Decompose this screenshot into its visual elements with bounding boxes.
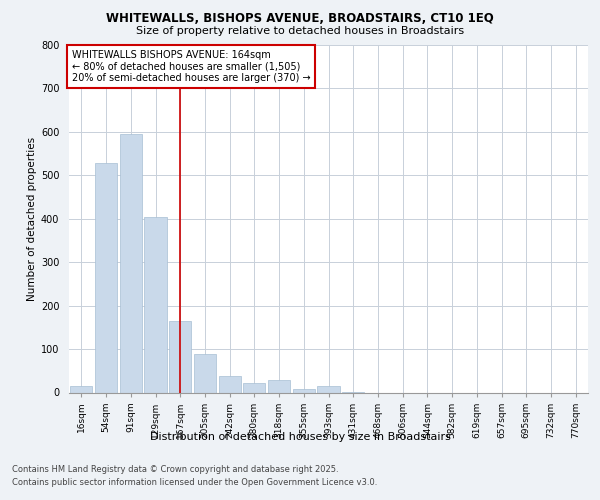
Bar xyxy=(70,386,92,392)
Bar xyxy=(293,390,315,392)
Bar xyxy=(317,386,340,392)
Bar xyxy=(95,163,117,392)
Text: WHITEWALLS, BISHOPS AVENUE, BROADSTAIRS, CT10 1EQ: WHITEWALLS, BISHOPS AVENUE, BROADSTAIRS,… xyxy=(106,12,494,26)
Text: Contains public sector information licensed under the Open Government Licence v3: Contains public sector information licen… xyxy=(12,478,377,487)
Bar xyxy=(218,376,241,392)
Bar xyxy=(243,383,265,392)
Text: WHITEWALLS BISHOPS AVENUE: 164sqm
← 80% of detached houses are smaller (1,505)
2: WHITEWALLS BISHOPS AVENUE: 164sqm ← 80% … xyxy=(71,50,310,84)
Y-axis label: Number of detached properties: Number of detached properties xyxy=(26,136,37,301)
Bar xyxy=(194,354,216,393)
Text: Distribution of detached houses by size in Broadstairs: Distribution of detached houses by size … xyxy=(149,432,451,442)
Text: Contains HM Land Registry data © Crown copyright and database right 2025.: Contains HM Land Registry data © Crown c… xyxy=(12,466,338,474)
Text: Size of property relative to detached houses in Broadstairs: Size of property relative to detached ho… xyxy=(136,26,464,36)
Bar xyxy=(268,380,290,392)
Bar xyxy=(169,321,191,392)
Bar xyxy=(119,134,142,392)
Bar xyxy=(145,216,167,392)
